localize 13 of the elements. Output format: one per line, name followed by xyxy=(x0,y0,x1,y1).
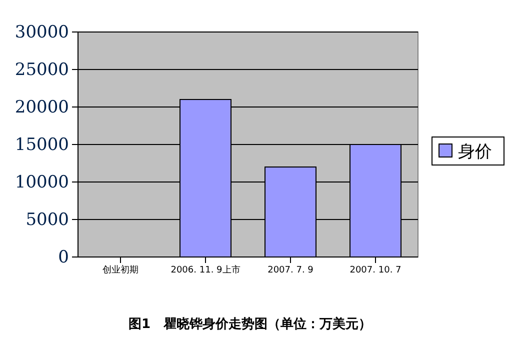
legend-label: 身价 xyxy=(458,142,492,162)
y-tick-label: 30000 xyxy=(14,22,69,42)
x-tick-label: 创业初期 xyxy=(102,264,138,276)
x-tick-label: 2006. 11. 9上市 xyxy=(170,264,240,276)
x-tick-label: 2007. 7. 9 xyxy=(268,265,314,276)
y-tick-label: 25000 xyxy=(14,60,69,80)
y-tick-label: 5000 xyxy=(26,210,69,230)
y-tick-label: 15000 xyxy=(14,134,69,155)
y-tick-label: 0 xyxy=(58,247,69,268)
x-tick-label: 2007. 10. 7 xyxy=(350,265,402,276)
y-tick-label: 10000 xyxy=(14,172,69,192)
y-tick-label: 20000 xyxy=(14,97,69,118)
text: 图1 瞿晓铧身价走势图（单位：万美元） xyxy=(128,316,372,332)
